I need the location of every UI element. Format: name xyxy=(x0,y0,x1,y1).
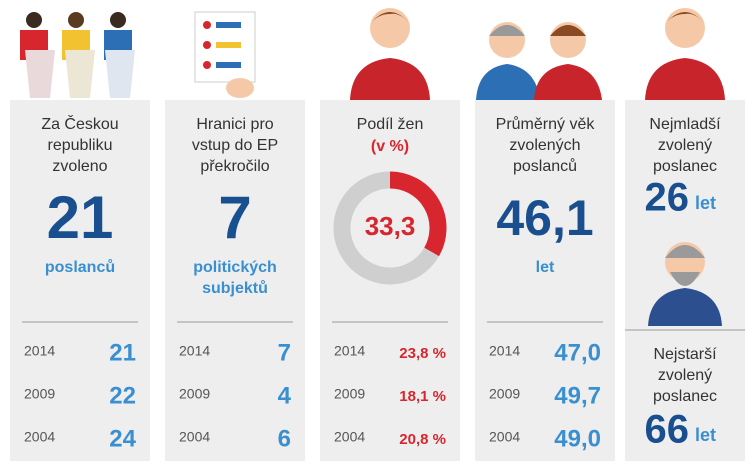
infographic: Za Českou republiku zvoleno 21 poslanců 2014 2… xyxy=(0,0,750,461)
history-value: 22 xyxy=(109,382,136,409)
panel-title: překročilo xyxy=(200,158,269,175)
history-year: 2009 xyxy=(24,386,55,402)
panel-title: Nejmladší xyxy=(649,116,721,133)
panel-title: poslanců xyxy=(513,157,577,175)
history-year: 2004 xyxy=(24,429,55,445)
panel-title: vstup do EP xyxy=(192,137,278,154)
panel-title: republiku xyxy=(48,137,113,154)
big-value: 26 xyxy=(645,176,690,220)
panel-title: zvolený xyxy=(658,367,712,384)
unit: let xyxy=(695,193,716,213)
unit: let xyxy=(695,425,716,445)
history-year: 2009 xyxy=(489,386,520,402)
history-value: 49,0 xyxy=(554,425,601,452)
history-year: 2014 xyxy=(24,343,55,359)
history-year: 2009 xyxy=(179,386,210,402)
history-value: 18,1 % xyxy=(399,388,446,405)
history-value: 24 xyxy=(109,425,136,452)
history-value: 49,7 xyxy=(554,382,601,409)
panel-title: poslanec xyxy=(653,388,717,405)
panel-title: zvolený xyxy=(658,137,712,154)
big-value: 46,1 xyxy=(496,190,593,246)
couple-icon xyxy=(476,22,602,100)
unit: politických xyxy=(193,259,277,276)
history-year: 2009 xyxy=(334,386,365,402)
history-year: 2014 xyxy=(489,343,520,359)
big-value: 66 xyxy=(645,408,690,452)
history-year: 2004 xyxy=(489,429,520,445)
panel-title: zvoleno xyxy=(52,158,107,175)
big-value: 21 xyxy=(47,184,114,251)
panel-title: poslanec xyxy=(653,158,717,175)
history-value: 21 xyxy=(109,339,136,366)
panel-title: Hranici pro xyxy=(196,116,273,133)
donut-label: 33,3 xyxy=(365,211,416,241)
young-woman-icon xyxy=(645,8,725,100)
history-value: 4 xyxy=(278,382,292,409)
history-year: 2004 xyxy=(334,429,365,445)
history-value: 47,0 xyxy=(554,339,601,366)
panel-title: Nejstarší xyxy=(653,346,717,363)
history-value: 7 xyxy=(278,339,291,366)
ballot-icon xyxy=(195,12,255,98)
unit: poslanců xyxy=(45,259,115,276)
history-value: 20,8 % xyxy=(399,431,446,448)
big-value: 7 xyxy=(218,184,251,251)
history-year: 2014 xyxy=(179,343,210,359)
podium-icon xyxy=(20,12,135,98)
panel-title: Průměrný věk xyxy=(496,115,596,133)
history-year: 2004 xyxy=(179,429,210,445)
panel-title: zvolených xyxy=(509,137,580,154)
panel-title: Za Českou xyxy=(41,114,118,133)
history-value: 6 xyxy=(278,425,291,452)
unit: let xyxy=(536,259,555,276)
history-year: 2014 xyxy=(334,343,365,359)
panel-title: Podíl žen xyxy=(357,116,424,133)
unit: subjektů xyxy=(202,280,268,297)
panel-subtitle: (v %) xyxy=(371,138,409,155)
history-value: 23,8 % xyxy=(399,345,446,362)
woman-icon xyxy=(350,8,430,100)
